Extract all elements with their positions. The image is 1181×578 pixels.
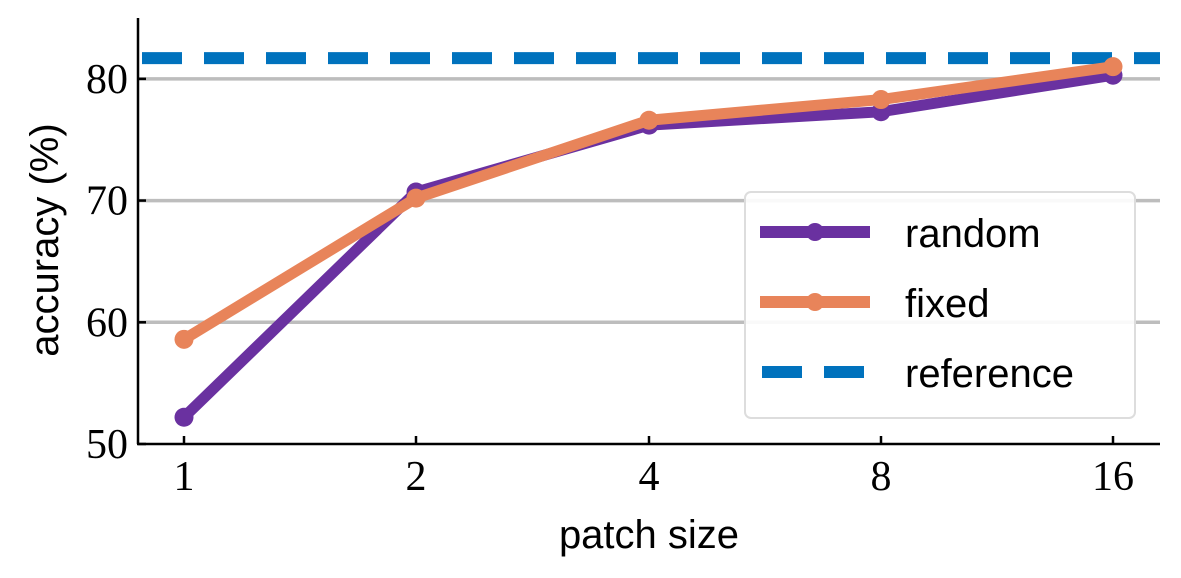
- y-tick-label-70: 70: [86, 179, 128, 225]
- x-tick-label-1: 1: [174, 454, 195, 500]
- point-fixed-4: [639, 110, 659, 130]
- series-layer: [174, 57, 1123, 427]
- point-fixed-1: [174, 329, 194, 349]
- legend-entry-reference: reference: [762, 352, 1074, 396]
- legend-entry-random: random: [760, 212, 1041, 256]
- point-fixed-16: [1103, 57, 1123, 77]
- legend-label-reference: reference: [905, 352, 1074, 396]
- legend: random fixed reference: [744, 191, 1136, 419]
- y-tick-label-80: 80: [86, 57, 128, 103]
- x-tick-label-2: 2: [406, 454, 427, 500]
- ticks: 50 60 70 80 1 2 4 8 16: [86, 57, 1134, 500]
- y-tick-label-50: 50: [86, 422, 128, 468]
- legend-label-random: random: [905, 212, 1041, 256]
- x-axis-label: patch size: [559, 513, 739, 557]
- legend-entry-fixed: fixed: [760, 282, 990, 326]
- y-axis-label: accuracy (%): [23, 123, 67, 356]
- x-tick-label-8: 8: [871, 454, 892, 500]
- y-tick-label-60: 60: [86, 300, 128, 346]
- legend-label-fixed: fixed: [905, 282, 990, 326]
- legend-marker-random: [806, 223, 824, 241]
- point-fixed-2: [406, 188, 426, 208]
- x-tick-label-4: 4: [639, 454, 660, 500]
- x-tick-label-16: 16: [1092, 454, 1134, 500]
- point-random-1: [174, 407, 194, 427]
- legend-box: [744, 191, 1136, 419]
- point-fixed-8: [871, 90, 891, 110]
- legend-marker-fixed: [806, 293, 824, 311]
